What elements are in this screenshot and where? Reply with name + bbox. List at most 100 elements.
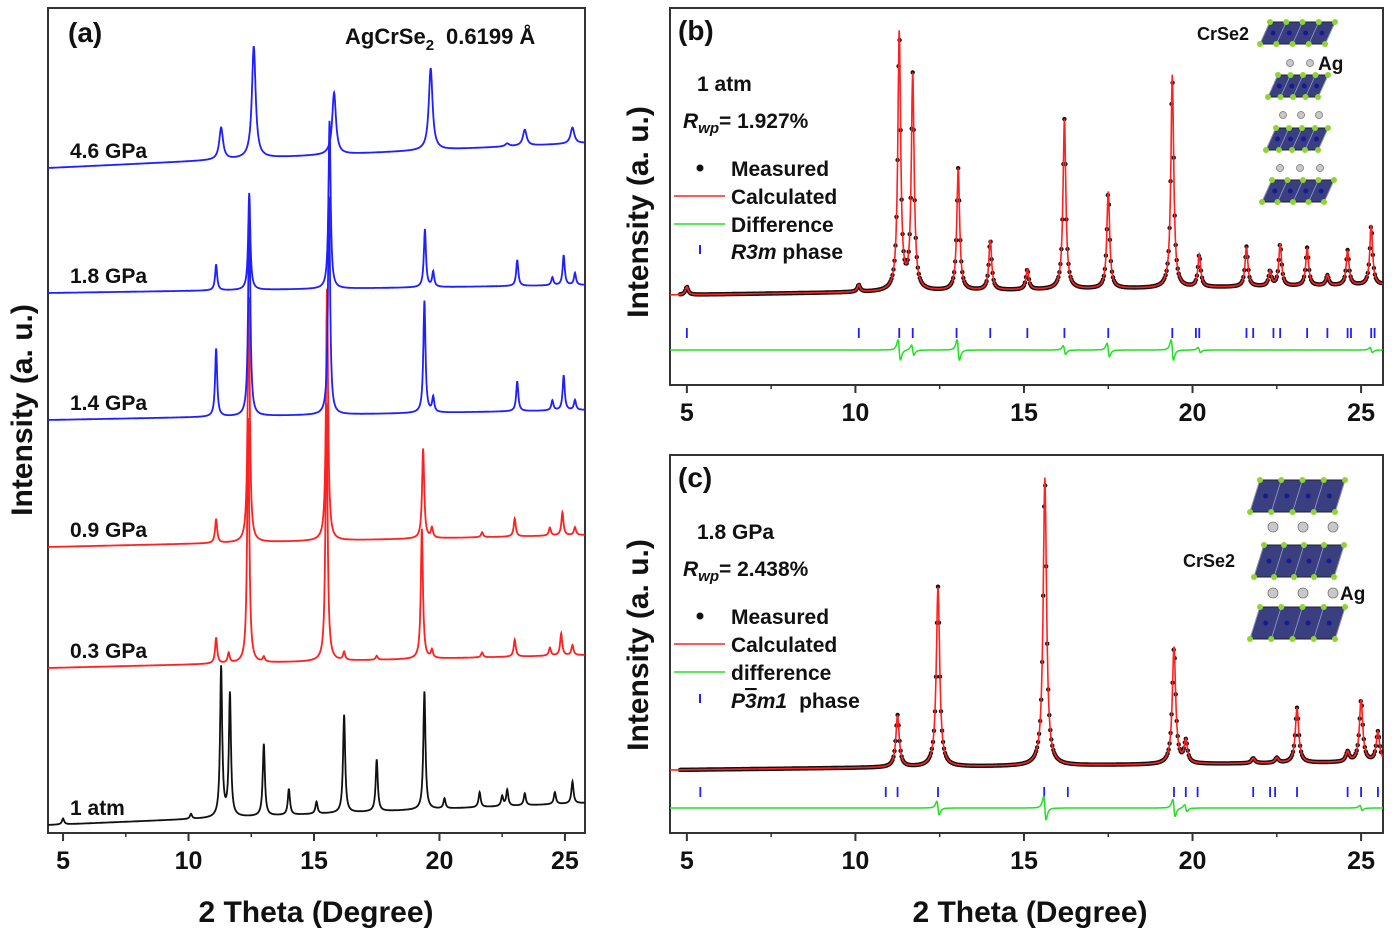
se-atom — [1320, 477, 1327, 483]
octahedron-edge — [1270, 606, 1282, 640]
se-atom — [1275, 72, 1281, 78]
panel-b-condition: 1 atm — [697, 73, 752, 96]
legend-measured-marker — [696, 612, 704, 620]
se-atom — [1325, 72, 1331, 78]
panel-c-legend: Measured Calculated difference P3m1 phase — [674, 606, 860, 713]
legend-measured: Measured — [731, 158, 829, 181]
se-atom — [1331, 574, 1337, 580]
panel-c-ylabel: Intensity (a. u.) — [622, 539, 655, 751]
se-atom — [1299, 604, 1306, 610]
se-atom — [1257, 604, 1263, 610]
rwp-sub: wp — [698, 120, 719, 137]
se-atom — [1332, 19, 1338, 25]
se-atom — [1321, 199, 1327, 205]
ag-atom — [1316, 164, 1324, 172]
se-atom — [1278, 604, 1285, 610]
octahedron-edge — [1267, 74, 1279, 98]
x-tick-label: 15 — [1010, 399, 1038, 427]
octahedron-edge — [1259, 21, 1271, 45]
octahedron-edge — [1275, 21, 1287, 45]
octahedron-edge — [1273, 544, 1285, 578]
rwp-value: = 1.927% — [719, 110, 809, 133]
octahedron-edge — [1280, 74, 1291, 98]
ag-atom — [1267, 587, 1279, 599]
octahedron-edge — [1292, 179, 1304, 203]
se-atom — [1311, 574, 1317, 580]
octahedron-edge — [1249, 479, 1261, 513]
se-atom — [1310, 636, 1317, 642]
cr-atom — [1287, 188, 1293, 194]
se-atom — [1299, 19, 1306, 25]
se-atom — [1273, 41, 1280, 47]
title-subscript: 2 — [426, 37, 434, 54]
octahedron-edge — [1334, 606, 1346, 640]
cr-atom — [1303, 30, 1309, 36]
se-atom — [1342, 604, 1348, 610]
panel-c-frame — [669, 454, 1384, 834]
pattern-line-1-atm — [48, 665, 585, 826]
x-tick-label: 10 — [175, 847, 203, 875]
se-atom — [1271, 574, 1277, 580]
pattern-label: 0.9 GPa — [70, 519, 147, 542]
legend-phase: R3m phase — [731, 241, 843, 264]
difference-line — [670, 339, 1383, 361]
cr-atom — [1272, 188, 1278, 194]
x-tick-label: 25 — [1347, 847, 1375, 875]
cr-atom — [1314, 136, 1319, 142]
phase-3bar: 3 — [745, 690, 757, 713]
octahedron-edge — [1292, 479, 1303, 513]
se-atom — [1278, 477, 1285, 483]
x-tick-label: 10 — [842, 399, 870, 427]
se-atom — [1283, 19, 1290, 25]
cr-atom — [1266, 558, 1272, 564]
octahedron-edge — [1313, 606, 1325, 640]
panel-a-frame — [47, 7, 586, 834]
cr-atom — [1326, 620, 1332, 626]
cr-atom — [1276, 83, 1282, 89]
panel-c-structure-inset: CrSe2 Ag — [1183, 477, 1365, 642]
ag-atom — [1296, 164, 1304, 172]
cr-atom — [1263, 493, 1269, 499]
se-atom — [1300, 177, 1306, 183]
se-atom — [1268, 509, 1275, 515]
x-tick-label: 5 — [680, 399, 694, 427]
se-atom — [1302, 147, 1308, 153]
ag-atom — [1279, 111, 1287, 119]
cr-atom — [1275, 136, 1280, 142]
se-atom — [1312, 72, 1319, 78]
panel-b-structure-inset: CrSe2 Ag — [1197, 19, 1343, 205]
ag-atom — [1276, 164, 1284, 172]
x-tick-label: 5 — [680, 847, 694, 875]
se-atom — [1315, 94, 1321, 100]
se-atom — [1287, 72, 1294, 78]
ag-atom — [1306, 59, 1314, 67]
x-tick-label: 5 — [56, 847, 70, 875]
octahedron-edge — [1261, 179, 1273, 203]
cr-atom — [1270, 30, 1276, 36]
rwp-value: = 2.438% — [719, 558, 809, 581]
difference-line — [670, 795, 1383, 821]
cr-atom — [1326, 558, 1332, 564]
octahedron-edge — [1313, 544, 1325, 578]
se-atom — [1331, 177, 1337, 183]
panel-a-xlabel: 2 Theta (Degree) — [198, 896, 433, 929]
x-tick-label: 10 — [842, 847, 870, 875]
ag-atom — [1327, 521, 1339, 533]
se-atom — [1277, 94, 1284, 100]
octahedron-edge — [1317, 127, 1329, 151]
octahedron-edge — [1249, 606, 1261, 640]
cr-atom — [1301, 136, 1306, 142]
x-tick-label: 15 — [300, 847, 328, 875]
x-tick-label: 20 — [1179, 847, 1207, 875]
octahedron-edge — [1323, 179, 1335, 203]
legend-difference: difference — [731, 662, 831, 685]
se-atom — [1290, 94, 1296, 100]
pattern-label: 1.4 GPa — [70, 392, 147, 415]
se-atom — [1263, 147, 1269, 153]
octahedron-edge — [1253, 544, 1265, 578]
pattern-label: 1 atm — [70, 797, 125, 820]
inset-crse2-label: CrSe2 — [1197, 24, 1249, 44]
octahedron-edge — [1265, 127, 1277, 151]
cr-atom — [1326, 493, 1332, 499]
ag-atom — [1286, 59, 1294, 67]
